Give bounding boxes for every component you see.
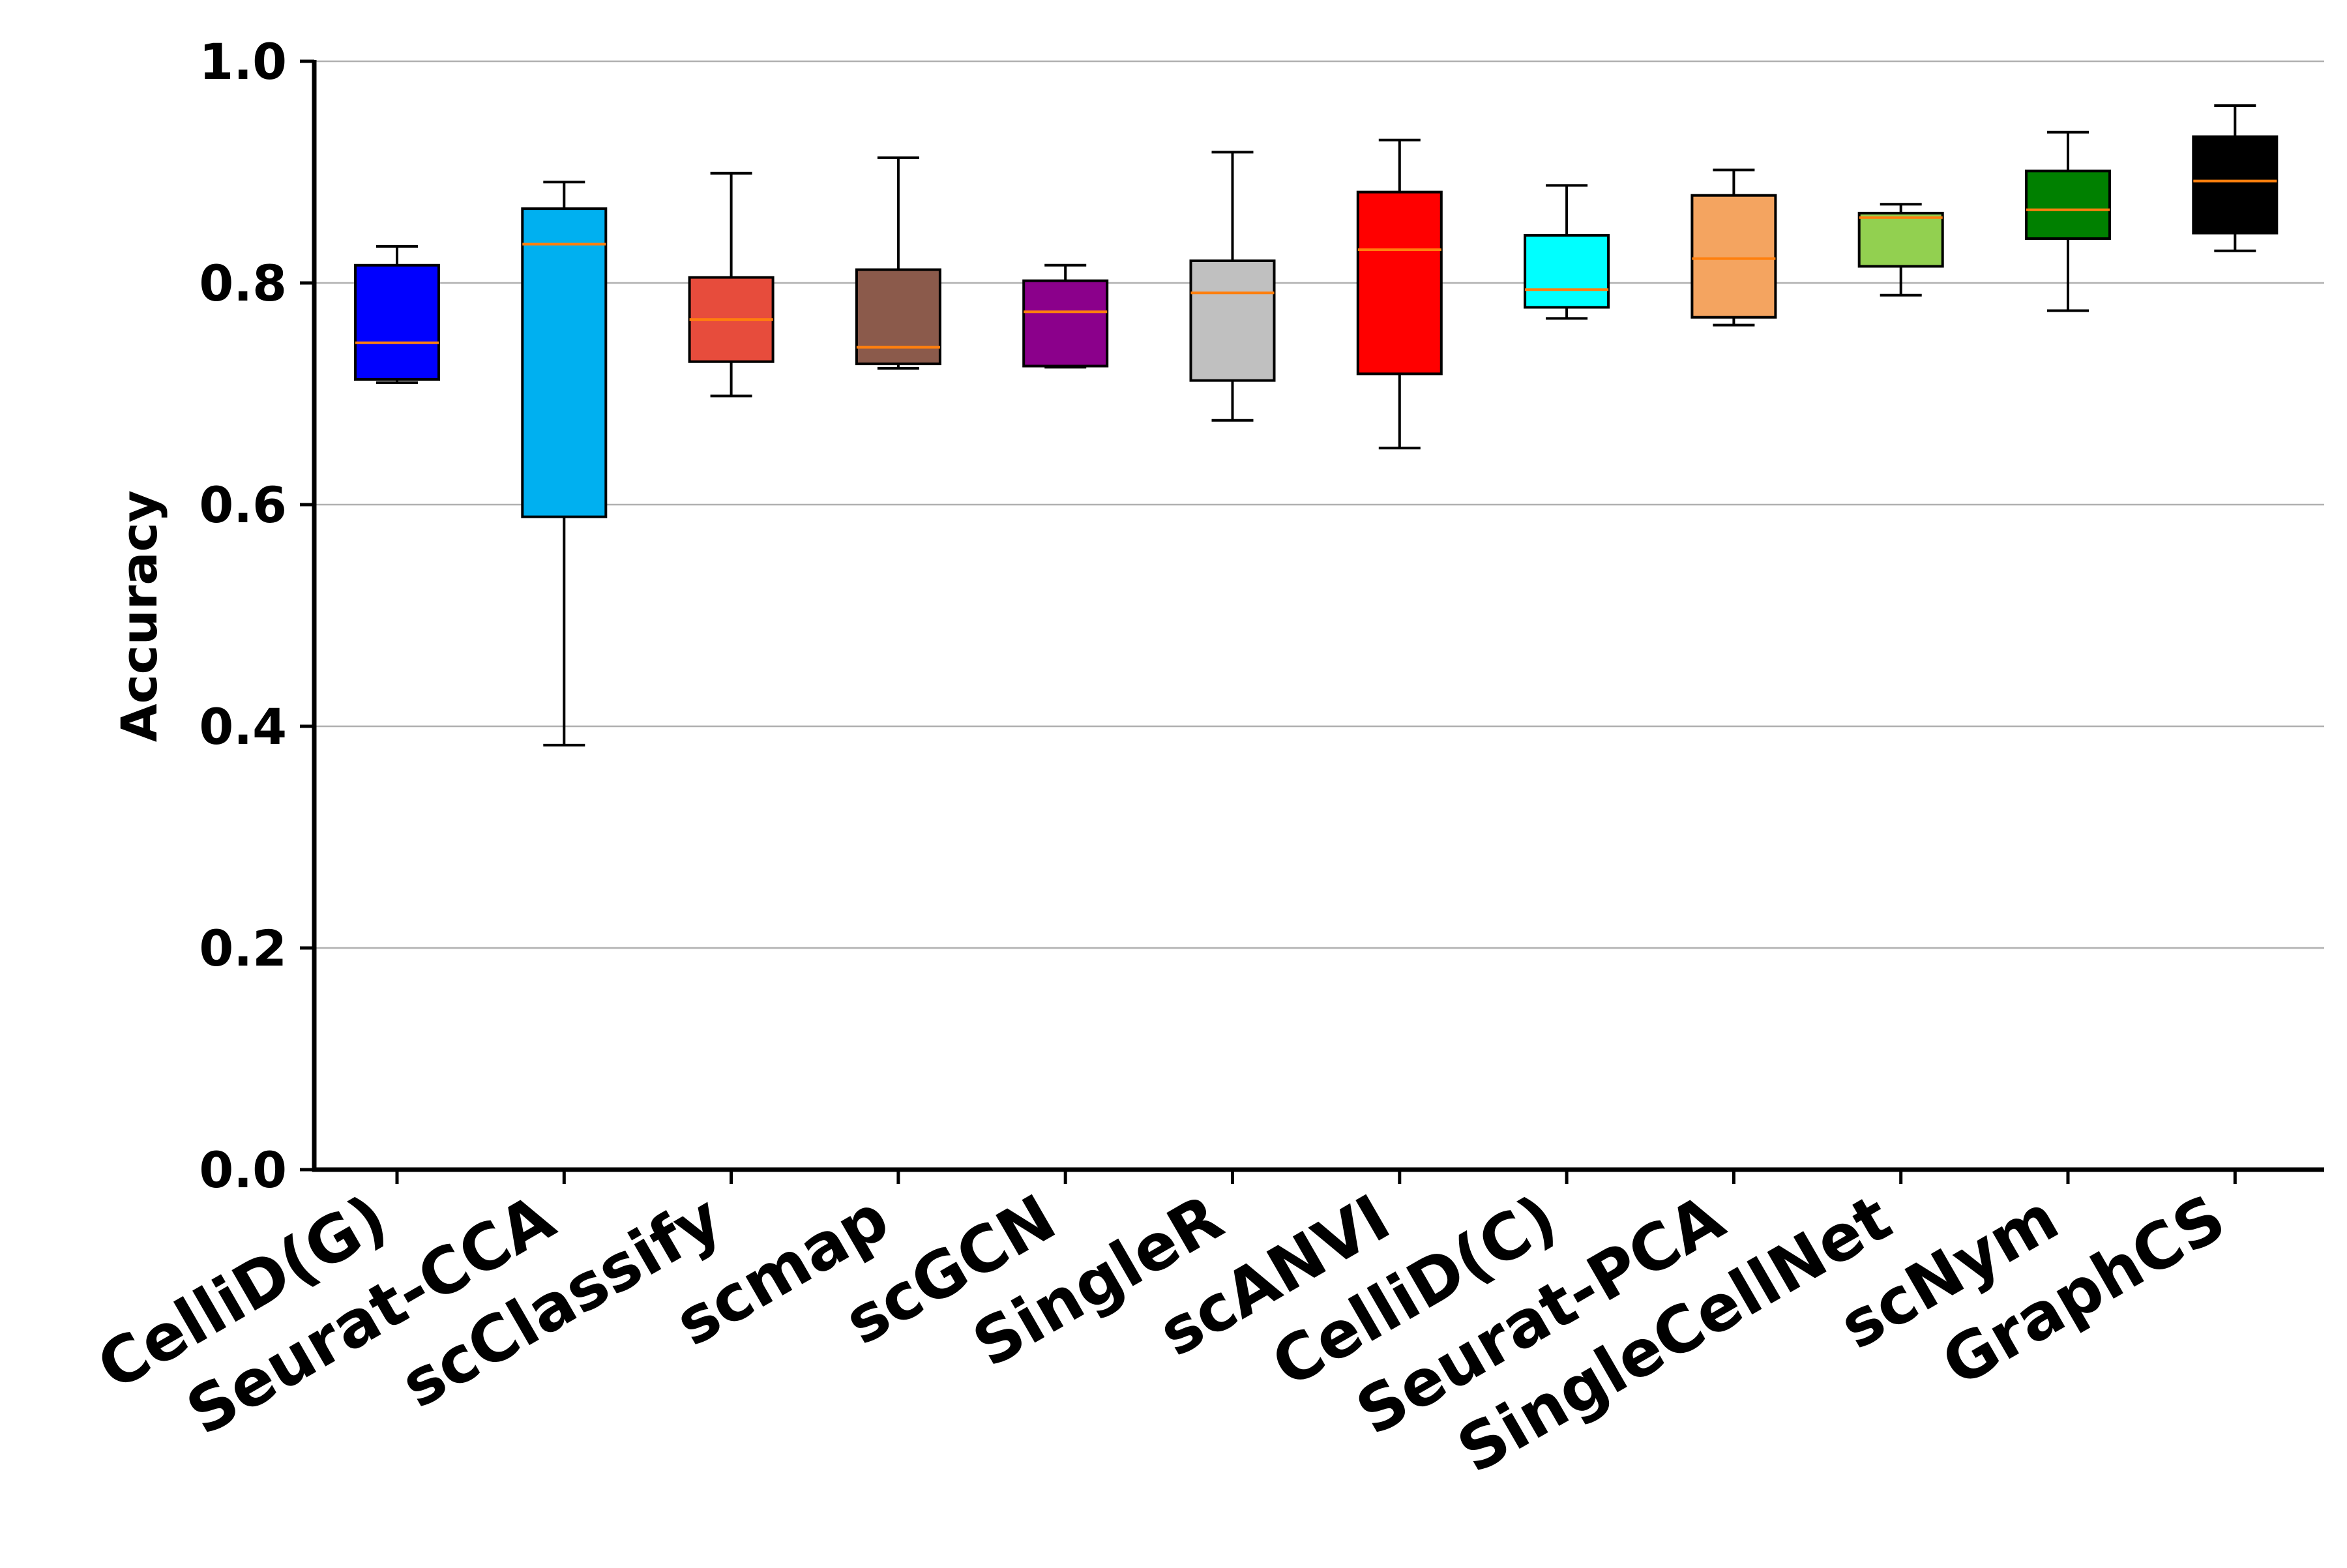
y-tick-label: 0.0 (199, 1141, 287, 1199)
box-group (1524, 184, 1610, 320)
box-group (1189, 151, 1276, 422)
box-iqr (2192, 135, 2279, 235)
box-iqr (1857, 211, 1944, 268)
y-axis-label: Accuracy (110, 490, 168, 742)
y-tick-label: 1.0 (199, 33, 287, 91)
box-iqr (521, 207, 608, 518)
box-group (1690, 168, 1777, 327)
y-tick-label: 0.8 (199, 254, 287, 312)
box-group (688, 171, 775, 398)
box-iqr (354, 263, 440, 381)
grid-layer (314, 60, 2324, 1171)
box-iqr (855, 268, 941, 366)
box-iqr (1524, 233, 1610, 309)
box-layer (354, 104, 2279, 747)
box-iqr (1189, 259, 1276, 382)
y-tick-label: 0.2 (199, 919, 287, 977)
label-layer: Accuracy (110, 490, 168, 742)
box-iqr (2025, 170, 2111, 240)
axis-layer: 0.00.20.40.60.81.0CelliD(G)Seurat-CCAscC… (85, 33, 2324, 1488)
box-group (1022, 263, 1109, 369)
box-iqr (1356, 190, 1443, 376)
box-iqr (1690, 194, 1777, 319)
box-group (2025, 130, 2111, 312)
y-tick-label: 0.4 (199, 698, 287, 756)
box-group (2192, 104, 2279, 252)
y-tick-label: 0.6 (199, 476, 287, 534)
box-iqr (1022, 279, 1109, 368)
box-group (1356, 138, 1443, 450)
box-group (1857, 203, 1944, 297)
box-group (354, 244, 440, 384)
box-group (521, 181, 608, 747)
box-group (855, 156, 941, 370)
